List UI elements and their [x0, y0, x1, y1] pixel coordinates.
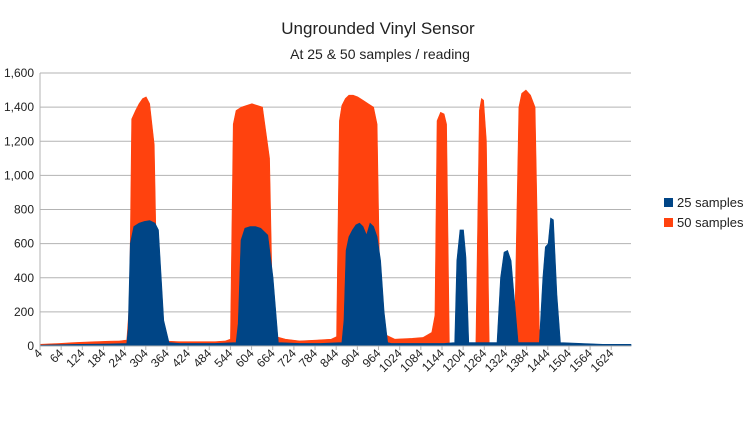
plot-area	[39, 89, 632, 347]
x-tick-label-3: 184	[85, 346, 109, 370]
x-tick-label-13: 784	[296, 346, 320, 370]
y-tick-label-0: 0	[27, 339, 34, 353]
y-tick-label-4: 800	[14, 203, 34, 217]
x-tick-label-10: 604	[233, 346, 257, 370]
legend-swatch-25-samples	[664, 198, 673, 207]
x-tick-label-11: 664	[254, 346, 278, 370]
legend-swatch-50-samples	[664, 218, 673, 227]
series-area-25-samples	[39, 217, 632, 347]
x-tick-label-6: 364	[148, 346, 172, 370]
y-tick-label-2: 400	[14, 271, 34, 285]
chart-subtitle: At 25 & 50 samples / reading	[290, 46, 470, 62]
chart-title: Ungrounded Vinyl Sensor	[281, 19, 475, 38]
x-tick-label-8: 484	[190, 346, 214, 370]
y-tick-label-8: 1,600	[4, 66, 34, 80]
y-tick-label-5: 1,000	[4, 168, 34, 182]
y-axis-ticks: 0 200 400 600 800 1,000 1,200 1,400 1,600	[4, 66, 34, 353]
x-tick-label-2: 124	[63, 346, 87, 370]
x-tick-label-1: 64	[47, 346, 67, 366]
x-tick-label-27: 1624	[588, 346, 617, 375]
axes	[39, 73, 631, 347]
y-tick-label-6: 1,200	[4, 134, 34, 148]
x-tick-label-14: 844	[317, 346, 341, 370]
legend-label-50-samples: 50 samples	[677, 215, 744, 230]
x-tick-label-15: 904	[338, 346, 362, 370]
x-axis-ticks: 4 641241842443043644244845446046647247848…	[30, 346, 616, 375]
x-tick-label-7: 424	[169, 346, 193, 370]
legend: 25 samples 50 samples	[664, 195, 744, 230]
y-tick-label-1: 200	[14, 305, 34, 319]
x-tick-label-9: 544	[211, 346, 235, 370]
y-tick-label-3: 600	[14, 237, 34, 251]
y-tick-label-7: 1,400	[4, 100, 34, 114]
x-tick-label-12: 724	[275, 346, 299, 370]
x-tick-label-5: 304	[127, 346, 151, 370]
legend-label-25-samples: 25 samples	[677, 195, 744, 210]
x-tick-label-4: 244	[106, 346, 130, 370]
x-tick-label-0: 4	[30, 346, 45, 361]
